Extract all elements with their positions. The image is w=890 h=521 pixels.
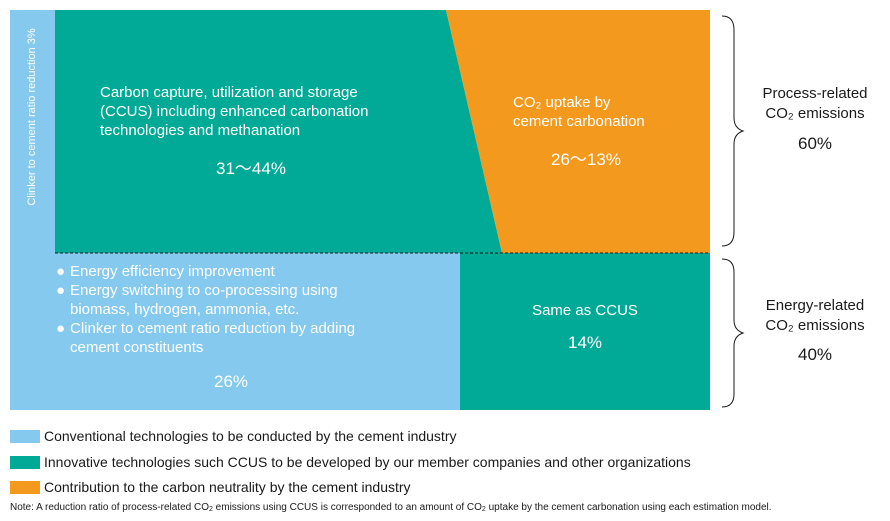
same-as-ccus-percent: 14% <box>567 333 603 352</box>
uptake-region <box>446 10 710 253</box>
list-item: ● Energy efficiency improvement <box>56 262 456 281</box>
legend-label: Contribution to the carbon neutrality by… <box>44 479 411 495</box>
list-item-continuation: cement constituents <box>56 338 456 357</box>
list-item: ● Clinker to cement ratio reduction by a… <box>56 319 456 338</box>
legend-label: Innovative technologies such CCUS to be … <box>44 454 691 470</box>
conventional-list: ● Energy efficiency improvement ● Energy… <box>56 262 456 357</box>
footnote-subscript: 2 <box>209 506 213 513</box>
bullet-icon: ● <box>56 320 66 337</box>
ccus-percent: 31～44% <box>216 159 286 178</box>
uptake-line: CO₂ uptake by <box>513 94 611 111</box>
footnote-text: Note: A reduction ratio of process-relat… <box>10 502 209 513</box>
ccus-region <box>55 10 502 253</box>
conventional-region <box>10 253 460 410</box>
ccus-line: Carbon capture, utilization and storage <box>100 84 358 101</box>
list-item-text: Energy efficiency improvement <box>70 263 275 280</box>
clinker-bar <box>10 10 55 253</box>
process-group-line: CO₂ emissions <box>765 105 865 122</box>
energy-group-label: Energy-related CO₂ emissions <box>740 296 890 336</box>
ccus-line: technologies and methanation <box>100 122 301 139</box>
legend-item-innovative: Innovative technologies such CCUS to be … <box>10 453 691 471</box>
footnote-text: emissions using CCUS is corresponded to … <box>212 502 482 513</box>
footnote: Note: A reduction ratio of process-relat… <box>10 502 772 513</box>
same-as-ccus-label: Same as CCUS <box>532 302 638 319</box>
bullet-spacer <box>56 300 70 319</box>
energy-brace <box>721 258 745 408</box>
legend-item-contribution: Contribution to the carbon neutrality by… <box>10 478 411 496</box>
ccus-line: (CCUS) including enhanced carbonation <box>100 103 369 120</box>
footnote-text: uptake by the cement carbonation using e… <box>485 502 772 513</box>
energy-group-percent: 40% <box>797 345 833 364</box>
process-group-label: Process-related CO₂ emissions <box>740 84 890 124</box>
legend-item-conventional: Conventional technologies to be conducte… <box>10 427 457 445</box>
legend-swatch <box>10 429 40 443</box>
energy-group-line: Energy-related <box>765 297 865 314</box>
process-group-percent: 60% <box>797 134 833 153</box>
legend-swatch <box>10 480 40 494</box>
legend-label: Conventional technologies to be conducte… <box>44 428 457 444</box>
same-as-ccus-region <box>460 253 710 410</box>
process-brace <box>721 15 745 247</box>
list-item-continuation: biomass, hydrogen, ammonia, etc. <box>56 300 456 319</box>
footnote-subscript: 2 <box>481 506 486 513</box>
uptake-line: cement carbonation <box>513 113 645 130</box>
bullet-icon: ● <box>56 282 66 299</box>
list-item-text: biomass, hydrogen, ammonia, etc. <box>70 301 300 318</box>
list-item-text: Energy switching to co-processing using <box>70 282 338 299</box>
ccus-text: Carbon capture, utilization and storage … <box>100 83 440 140</box>
list-item-text: Clinker to cement ratio reduction by add… <box>70 320 356 337</box>
bullet-spacer <box>56 338 70 357</box>
uptake-percent: 26～13% <box>551 150 621 169</box>
conventional-percent: 26% <box>214 372 249 391</box>
process-group-line: Process-related <box>762 85 868 102</box>
bullet-icon: ● <box>56 263 66 280</box>
legend-swatch <box>10 455 40 469</box>
list-item-text: cement constituents <box>70 339 204 356</box>
uptake-text: CO₂ uptake by cement carbonation <box>513 93 703 131</box>
list-item: ● Energy switching to co-processing usin… <box>56 281 456 300</box>
clinker-label: Clinker to cement ratio reduction 3% <box>26 28 38 206</box>
energy-group-line: CO₂ emissions <box>765 317 865 334</box>
